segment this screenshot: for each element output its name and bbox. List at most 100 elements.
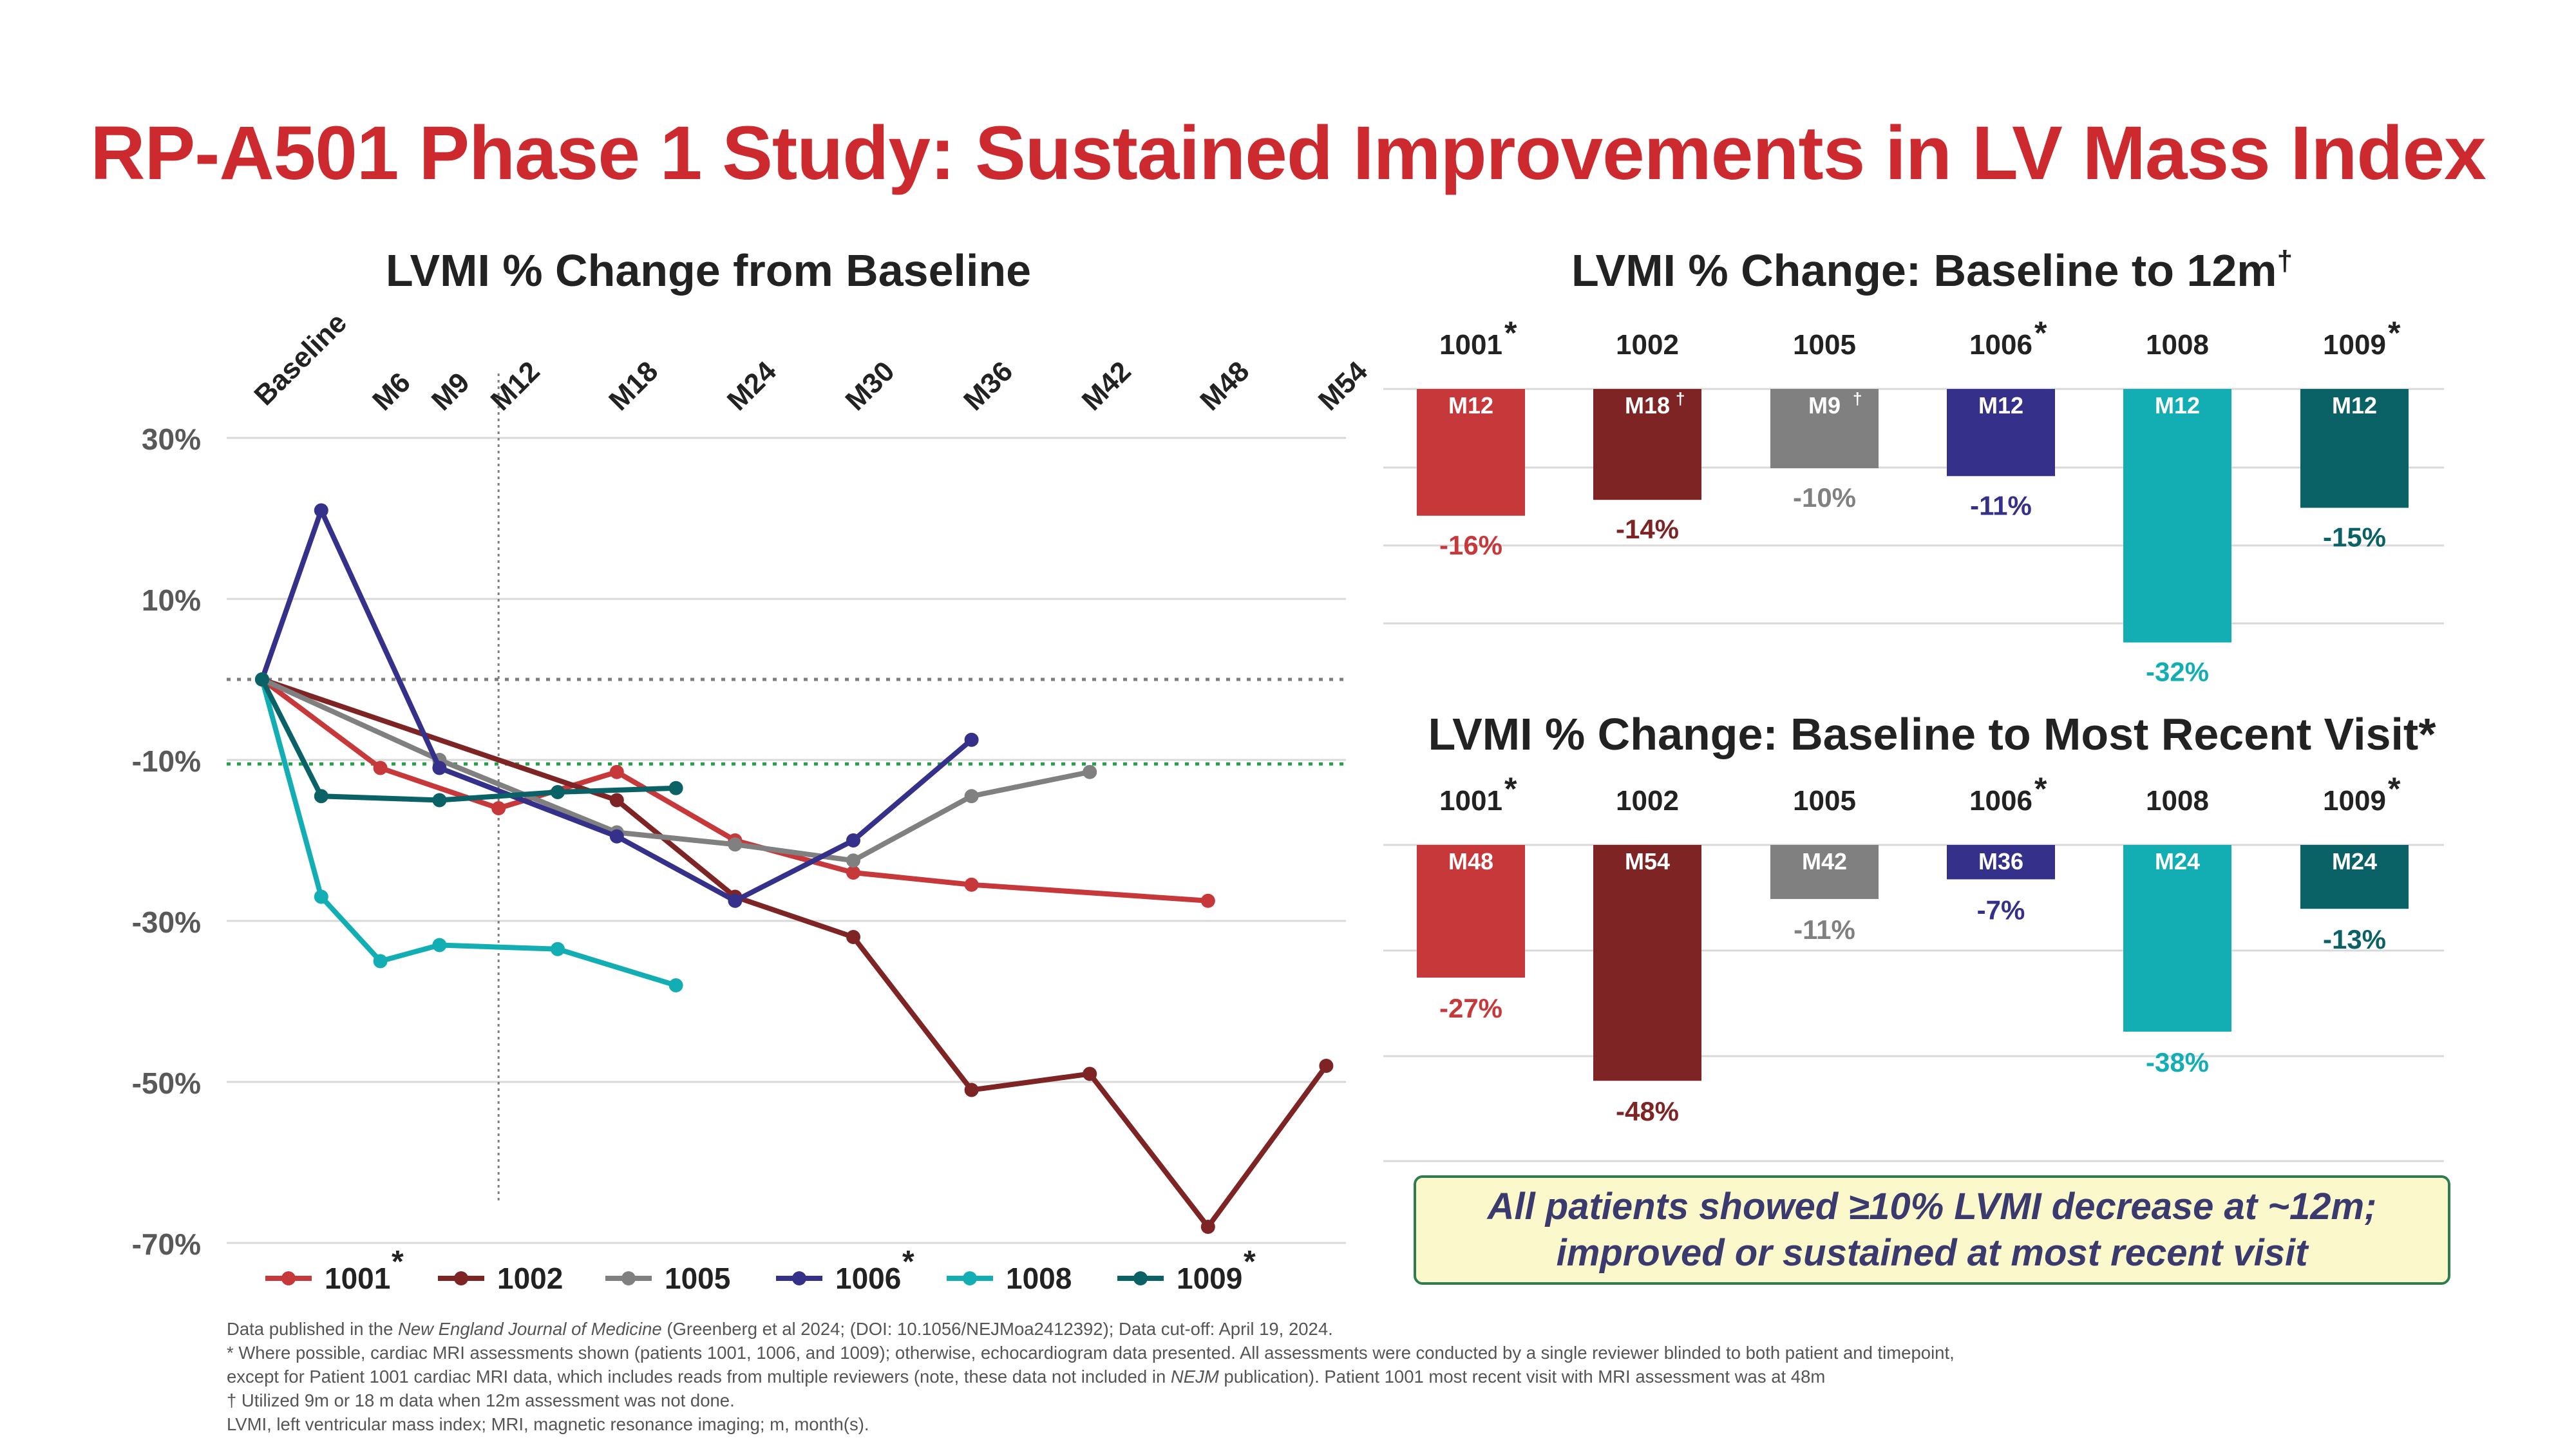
bar-category-label: 1001 (1439, 329, 1502, 361)
data-point-1001 (609, 764, 624, 779)
bar-category-label: 1006 (1969, 785, 2032, 817)
bar-1001 (1417, 845, 1525, 978)
bar-category-label: 1009 (2323, 329, 2386, 361)
bar-category-label: 1002 (1616, 329, 1679, 361)
bar-timepoint-label: M36 (1978, 848, 2023, 875)
bar-timepoint-label: M12 (2332, 392, 2377, 419)
legend-label: 1002 (497, 1262, 563, 1295)
bar-value-label: -16% (1439, 530, 1502, 560)
data-point-1002 (609, 793, 624, 808)
data-point-1009 (432, 793, 447, 808)
data-point-1005 (846, 853, 860, 868)
bar-timepoint-label: M24 (2155, 848, 2200, 875)
footnote-3-a: except for Patient 1001 cardiac MRI data… (227, 1367, 1171, 1387)
data-point-1001 (1200, 893, 1215, 908)
data-point-1006 (314, 503, 328, 518)
bar-value-label: -15% (2323, 522, 2386, 553)
bar-timepoint-label: M12 (2155, 392, 2200, 419)
footnote-2: * Where possible, cardiac MRI assessment… (227, 1343, 1955, 1363)
bar-1009 (2300, 845, 2409, 909)
bar-timepoint-label: M12 (1448, 392, 1493, 419)
bar-value-label: -48% (1616, 1096, 1679, 1126)
data-point-1009 (551, 785, 565, 799)
data-point-1002 (846, 930, 860, 944)
bar-category-star: * (1504, 771, 1517, 807)
footnote-1: Data published in the New England Journa… (227, 1317, 2545, 1341)
bar-category-star: * (2388, 315, 2401, 351)
series-line-1002 (261, 677, 1329, 1229)
data-point-1002 (1200, 1220, 1215, 1234)
data-point-1008 (551, 942, 565, 956)
bar-1008 (2123, 845, 2231, 1032)
bar-category-star: * (2388, 771, 2401, 807)
footnote-1-b: (Greenberg et al 2024; (DOI: 10.1056/NEJ… (661, 1319, 1333, 1339)
data-point-1006 (846, 833, 860, 848)
bar-1002 (1593, 389, 1701, 500)
legend-swatch-dot (963, 1271, 977, 1285)
data-point-1006 (432, 761, 447, 775)
legend-swatch-dot (281, 1271, 296, 1285)
x-tick-label: M30 (839, 355, 900, 417)
legend-swatch-dot (621, 1271, 636, 1285)
legend-swatch-dot (1133, 1271, 1148, 1285)
bar-category-label: 1005 (1793, 785, 1856, 817)
y-tick-label: -50% (132, 1066, 201, 1100)
bar-value-label: -27% (1439, 993, 1502, 1023)
bar-timepoint-label: M18 (1625, 392, 1670, 419)
x-tick-label: M12 (485, 355, 546, 417)
bar-value-label: -38% (2146, 1047, 2209, 1077)
bar-chart-12m-title: LVMI % Change: Baseline to 12m† (1378, 245, 2486, 296)
bar-1009 (2300, 389, 2409, 508)
data-point-1001 (373, 761, 388, 775)
footnote-3-journal: NEJM (1170, 1367, 1219, 1387)
y-tick-label: 10% (142, 583, 201, 617)
bar-category-star: * (2034, 315, 2047, 351)
data-point-1005 (1083, 764, 1097, 779)
x-tick-label: M54 (1312, 355, 1374, 417)
bar-value-label: -11% (1794, 914, 1855, 945)
legend-label: 1008 (1006, 1262, 1072, 1295)
summary-callout: All patients showed ≥10% LVMI decrease a… (1414, 1175, 2450, 1285)
x-tick-label: M42 (1076, 355, 1137, 417)
bar-category-star: * (2034, 771, 2047, 807)
footnote-1-journal: New England Journal of Medicine (398, 1319, 662, 1339)
bar-chart-12m-title-text: LVMI % Change: Baseline to 12m (1571, 245, 2277, 296)
data-point-1001 (846, 866, 860, 880)
legend-label-star: * (392, 1245, 404, 1279)
callout-line-1: All patients showed ≥10% LVMI decrease a… (1487, 1186, 2377, 1227)
data-point-1002 (1083, 1066, 1097, 1081)
bar-timepoint-mark: † (1853, 389, 1862, 408)
data-point-1008 (314, 889, 328, 904)
footnote-1-a: Data published in the (227, 1319, 399, 1339)
data-point-1008 (668, 978, 683, 992)
legend-label: 1001 (325, 1262, 390, 1295)
bar-1001 (1417, 389, 1525, 516)
data-point-1006 (728, 893, 743, 908)
data-point-1005 (964, 789, 979, 804)
footnotes: Data published in the New England Journa… (227, 1317, 2545, 1436)
data-point-1009 (668, 781, 683, 795)
bar-value-label: -11% (1970, 490, 2032, 520)
data-point-1009 (255, 672, 269, 687)
y-tick-label: -70% (132, 1227, 201, 1261)
x-tick-label: M6 (366, 366, 417, 417)
data-point-1002 (964, 1083, 979, 1097)
legend-label: 1006 (835, 1262, 901, 1295)
legend-label-star: * (902, 1245, 914, 1279)
callout-line-2: improved or sustained at most recent vis… (1556, 1232, 2308, 1274)
bar-category-label: 1005 (1793, 329, 1856, 361)
series-line-1001 (260, 677, 1209, 904)
bar-chart-12m-title-mark: † (2277, 245, 2293, 277)
bar-1006 (1947, 845, 2055, 880)
bar-value-label: -10% (1793, 482, 1856, 513)
bar-category-star: * (1504, 315, 1517, 351)
footnote-4: † Utilized 9m or 18 m data when 12m asse… (227, 1390, 735, 1410)
bar-category-label: 1002 (1616, 785, 1679, 817)
bar-timepoint-label: M42 (1802, 848, 1847, 875)
bar-1005 (1770, 845, 1879, 899)
footnote-3: except for Patient 1001 cardiac MRI data… (227, 1365, 2545, 1388)
x-tick-label: M9 (426, 366, 476, 417)
y-tick-label: 30% (142, 422, 201, 456)
bar-chart-recent-title: LVMI % Change: Baseline to Most Recent V… (1428, 709, 2436, 759)
bar-category-label: 1008 (2146, 329, 2209, 361)
